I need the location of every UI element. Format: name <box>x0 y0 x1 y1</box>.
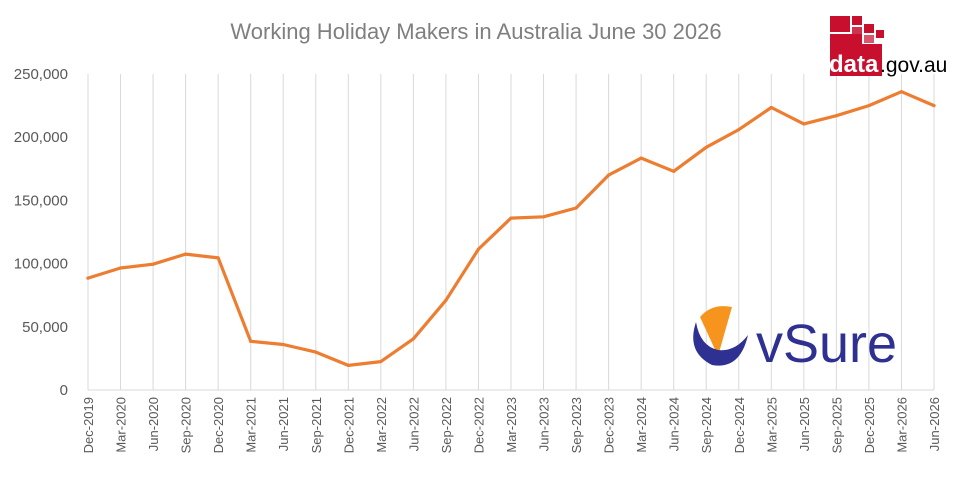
data-point <box>737 128 741 132</box>
y-tick-labels: 0 50,000 100,000 150,000 200,000 250,000 <box>14 66 68 399</box>
x-tick-labels: Dec-2019 Mar-2020 Jun-2020 Sep-2020 Dec-2020… <box>81 397 942 453</box>
data-point <box>639 156 643 160</box>
data-point <box>802 122 806 126</box>
data-point <box>346 363 350 367</box>
data-point <box>607 173 611 177</box>
x-tick-label: Sep-2022 <box>439 397 454 453</box>
x-tick-label: Dec-2023 <box>602 397 617 453</box>
x-tick-label: Mar-2026 <box>894 397 909 453</box>
x-tick-label: Mar-2020 <box>114 397 129 453</box>
data-point <box>118 266 123 270</box>
x-tick-label: Dec-2021 <box>341 397 356 453</box>
x-tick-label: Dec-2025 <box>862 397 877 453</box>
x-tick-label: Sep-2025 <box>829 397 844 453</box>
x-tick-label: Jun-2020 <box>146 397 161 451</box>
data-point <box>249 339 253 343</box>
x-tick-label: Jun-2022 <box>406 397 421 451</box>
data-point <box>704 145 708 149</box>
y-tick-label: 0 <box>60 382 68 399</box>
data-point <box>476 247 481 251</box>
y-tick-label: 100,000 <box>14 256 68 273</box>
vsure-wordmark: vSure <box>756 314 897 374</box>
data-gov-au-logo: data .gov.au <box>829 16 947 78</box>
y-tick-label: 50,000 <box>22 319 68 336</box>
x-tick-label: Jun-2025 <box>797 397 812 451</box>
data-point <box>444 298 448 302</box>
data-point <box>672 169 676 173</box>
gridlines <box>87 74 935 390</box>
data-gov-au-squares-icon <box>830 16 884 76</box>
data-point <box>86 276 90 280</box>
data-gov-au-word-data: data <box>829 51 879 78</box>
x-tick-label: Dec-2024 <box>732 397 747 453</box>
data-point <box>509 216 513 220</box>
chart-title: Working Holiday Makers in Australia June… <box>230 19 721 44</box>
x-tick-label: Sep-2021 <box>309 397 324 453</box>
data-point <box>541 215 546 219</box>
x-tick-label: Mar-2022 <box>374 397 389 453</box>
x-tick-label: Jun-2021 <box>276 397 291 451</box>
x-tick-label: Mar-2024 <box>634 397 649 453</box>
data-point <box>314 350 318 354</box>
data-point <box>184 252 188 256</box>
data-point <box>411 337 415 341</box>
x-tick-label: Mar-2025 <box>764 397 779 453</box>
x-tick-label: Mar-2021 <box>244 397 259 453</box>
y-tick-label: 250,000 <box>14 66 68 83</box>
x-tick-label: Jun-2026 <box>927 397 942 451</box>
x-tick-label: Sep-2020 <box>179 397 194 453</box>
x-tick-label: Sep-2023 <box>569 397 584 453</box>
data-gov-au-word-gov: .gov.au <box>880 54 947 77</box>
series-layer <box>86 90 936 367</box>
vsure-logo: vSure <box>693 306 897 374</box>
data-point <box>281 342 285 347</box>
x-tick-label: Jun-2023 <box>537 397 552 451</box>
vsure-emblem-icon <box>693 306 748 366</box>
data-point <box>216 256 220 260</box>
data-point <box>151 262 155 266</box>
x-tick-label: Dec-2020 <box>211 397 226 453</box>
y-tick-label: 150,000 <box>14 192 68 209</box>
data-point <box>769 105 773 110</box>
x-tick-label: Dec-2019 <box>81 397 96 453</box>
data-point <box>932 104 936 108</box>
data-point <box>834 114 838 118</box>
x-tick-label: Dec-2022 <box>471 397 486 453</box>
x-tick-label: Jun-2024 <box>667 397 682 451</box>
data-point <box>379 359 383 364</box>
data-point <box>867 104 871 108</box>
x-tick-label: Mar-2023 <box>504 397 519 453</box>
data-point <box>899 90 904 94</box>
y-tick-label: 200,000 <box>14 129 68 146</box>
data-point <box>574 206 578 210</box>
x-tick-label: Sep-2024 <box>699 397 714 453</box>
